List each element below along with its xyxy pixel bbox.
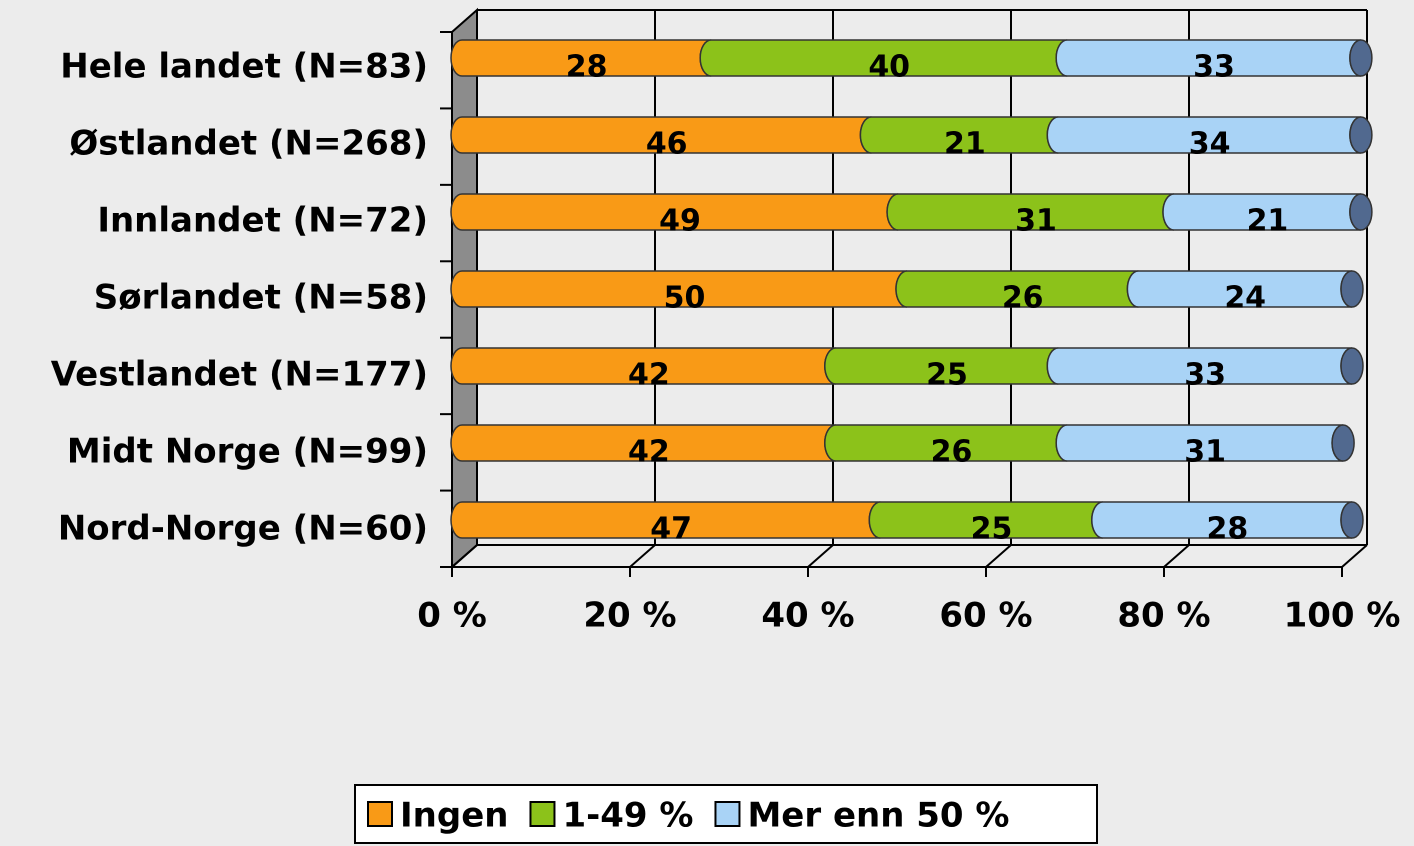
value-label: 50 [664, 281, 706, 316]
value-label: 34 [1189, 127, 1231, 162]
floor-line [985, 544, 1012, 568]
value-label: 33 [1193, 50, 1235, 85]
value-label: 26 [931, 435, 973, 470]
value-label: 28 [1207, 512, 1249, 547]
bar-cap [1349, 39, 1373, 77]
value-label: 47 [650, 512, 692, 547]
legend-swatch [367, 801, 393, 827]
y-tick-label: Hele landet (N=83) [60, 47, 428, 87]
value-label: 28 [566, 50, 608, 85]
value-label: 21 [944, 127, 986, 162]
value-label: 25 [971, 512, 1013, 547]
y-tick-label: Vestlandet (N=177) [51, 355, 428, 395]
floor-line [629, 544, 656, 568]
value-label: 31 [1015, 204, 1057, 239]
floor-line [451, 544, 478, 568]
y-tick-label: Sørlandet (N=58) [94, 278, 428, 318]
value-label: 25 [926, 358, 968, 393]
floor-line [807, 544, 834, 568]
value-label: 24 [1224, 281, 1266, 316]
value-label: 49 [659, 204, 701, 239]
y-tick-label: Østlandet (N=268) [69, 124, 428, 164]
bar-cap [1349, 193, 1373, 231]
x-tick-label: 80 % [1117, 596, 1210, 636]
x-tick-label: 20 % [583, 596, 676, 636]
value-label: 46 [646, 127, 688, 162]
legend-swatch [529, 801, 556, 827]
value-label: 42 [628, 435, 670, 470]
legend-swatch [714, 801, 741, 827]
bar-cap [1340, 270, 1364, 308]
value-label: 26 [1002, 281, 1044, 316]
x-tick-label: 100 % [1284, 596, 1401, 636]
x-tick-label: 0 % [417, 596, 487, 636]
legend-label: Ingen [400, 796, 508, 836]
legend-label: 1-49 % [562, 796, 693, 836]
value-label: 42 [628, 358, 670, 393]
bar-cap [1340, 347, 1364, 385]
bar-cap [1331, 424, 1355, 462]
y-tick-label: Nord-Norge (N=60) [58, 509, 428, 549]
x-tick-label: 40 % [761, 596, 854, 636]
floor-line [1341, 544, 1368, 568]
floor-line [1163, 544, 1190, 568]
value-label: 21 [1247, 204, 1289, 239]
y-tick-label: Innlandet (N=72) [97, 201, 428, 241]
bar-cap [1340, 501, 1364, 539]
x-tick-label: 60 % [939, 596, 1032, 636]
value-label: 31 [1184, 435, 1226, 470]
value-label: 40 [868, 50, 910, 85]
bar-cap [1349, 116, 1373, 154]
value-label: 33 [1184, 358, 1226, 393]
y-tick-label: Midt Norge (N=99) [67, 432, 428, 472]
legend-label: Mer enn 50 % [747, 796, 1009, 836]
